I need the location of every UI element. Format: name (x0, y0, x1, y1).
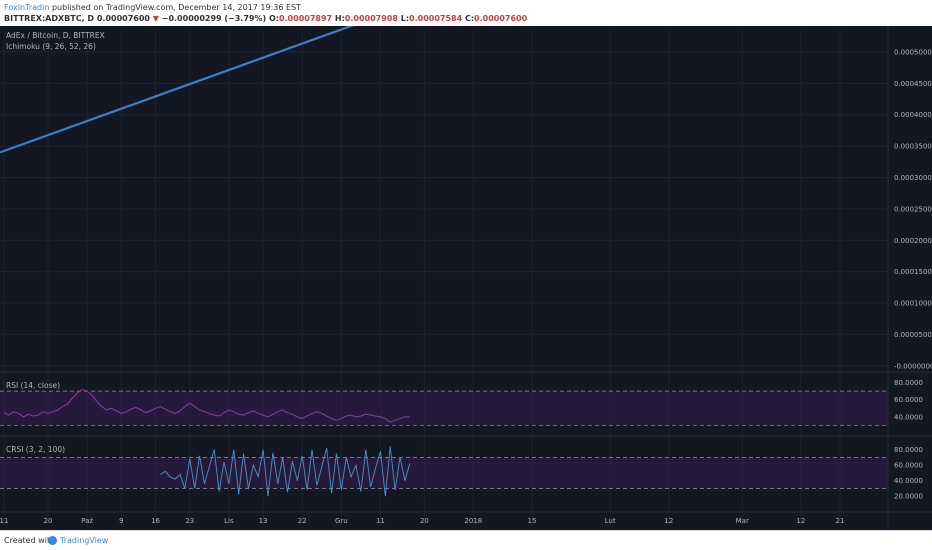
low-label: L: (400, 14, 410, 23)
time-axis-label: 12 (796, 517, 805, 525)
time-axis-label: 15 (528, 517, 537, 525)
high-value: 0.00007908 (344, 14, 398, 23)
ichimoku-legend: Ichimoku (9, 26, 52, 26) (6, 42, 96, 51)
publisher-name[interactable]: FoxInTradin (4, 3, 50, 12)
rsi-legend: RSI (14, close) (6, 381, 61, 390)
price-axis-label: -0.00000000 (894, 362, 932, 370)
time-axis-label: Lut (605, 517, 616, 525)
rsi-axis-label: 80.0000 (894, 379, 923, 387)
high-label: H: (334, 14, 345, 23)
price-axis-label: 0.00005000 (894, 331, 932, 339)
open-value: 0.00007897 (278, 14, 333, 23)
time-axis-label: 16 (151, 517, 160, 525)
time-axis-label: 20 (420, 517, 429, 525)
time-axis-label: 13 (259, 517, 268, 525)
rsi-line (3, 388, 410, 423)
time-axis-label: 9 (119, 517, 123, 525)
footer: Created with TradingView (0, 530, 932, 550)
crsi-axis-label: 40.0000 (894, 477, 923, 485)
crsi-axis-label: 20.0000 (894, 493, 923, 501)
down-arrow-icon: ▼ (152, 14, 159, 23)
crsi-axis-label: 60.0000 (894, 462, 923, 470)
low-value: 0.00007584 (409, 14, 463, 23)
open-label: O: (268, 14, 279, 23)
time-axis-label: 12 (664, 517, 673, 525)
rsi-axis-label: 60.0000 (894, 396, 923, 404)
tradingview-logo-icon (48, 536, 57, 545)
publish-text: published on TradingView.com, December 1… (51, 3, 302, 12)
crsi-band-fill (0, 457, 888, 489)
close-value: 0.00007600 (474, 14, 528, 23)
time-axis-label: Lis (224, 517, 234, 525)
time-axis-label: Mar (736, 517, 749, 525)
last-price: 0.00007600 (96, 14, 150, 23)
footer-created: Created with (4, 536, 56, 545)
crsi-axis-label: 80.0000 (894, 446, 923, 454)
time-axis-label: 23 (185, 517, 194, 525)
ohlc-summary: BITTREX:ADXBTC, D 0.00007600 ▼ −0.000002… (4, 14, 527, 23)
close-label: C: (464, 14, 475, 23)
time-axis-label: Paź (81, 517, 93, 525)
publish-info: FoxInTradin published on TradingView.com… (4, 3, 301, 12)
footer-brand[interactable]: TradingView (60, 536, 109, 545)
symbol-label: BITTREX:ADXBTC, D (4, 14, 95, 23)
time-axis-label: 11 (0, 517, 8, 525)
crsi-line (160, 446, 411, 497)
price-change: −0.00000299 (−3.79%) (161, 14, 267, 23)
rsi-axis-label: 40.0000 (894, 413, 923, 421)
support-trendline (0, 26, 355, 154)
time-axis-label: Gru (335, 517, 348, 525)
time-axis-label: 22 (298, 517, 307, 525)
chart-header: FoxInTradin published on TradingView.com… (0, 0, 932, 26)
time-axis-label: 2018 (464, 517, 482, 525)
rsi-band-fill (0, 391, 888, 426)
time-axis-label: 21 (836, 517, 845, 525)
symbol-legend: AdEx / Bitcoin, D, BITTREX (6, 31, 105, 40)
time-axis-label: 20 (44, 517, 53, 525)
time-axis-label: 11 (376, 517, 385, 525)
crsi-legend: CRSI (3, 2, 100) (6, 445, 66, 454)
